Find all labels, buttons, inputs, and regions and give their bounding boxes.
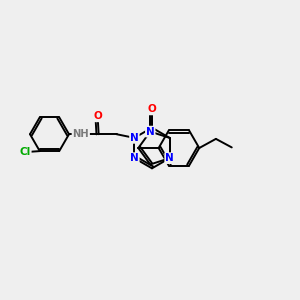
Text: N: N xyxy=(146,127,154,136)
Text: N: N xyxy=(130,133,139,143)
Text: O: O xyxy=(148,104,156,114)
Text: O: O xyxy=(93,111,102,121)
Text: N: N xyxy=(130,153,139,163)
Text: N: N xyxy=(165,153,174,163)
Text: Cl: Cl xyxy=(20,147,31,157)
Text: NH: NH xyxy=(73,129,89,139)
